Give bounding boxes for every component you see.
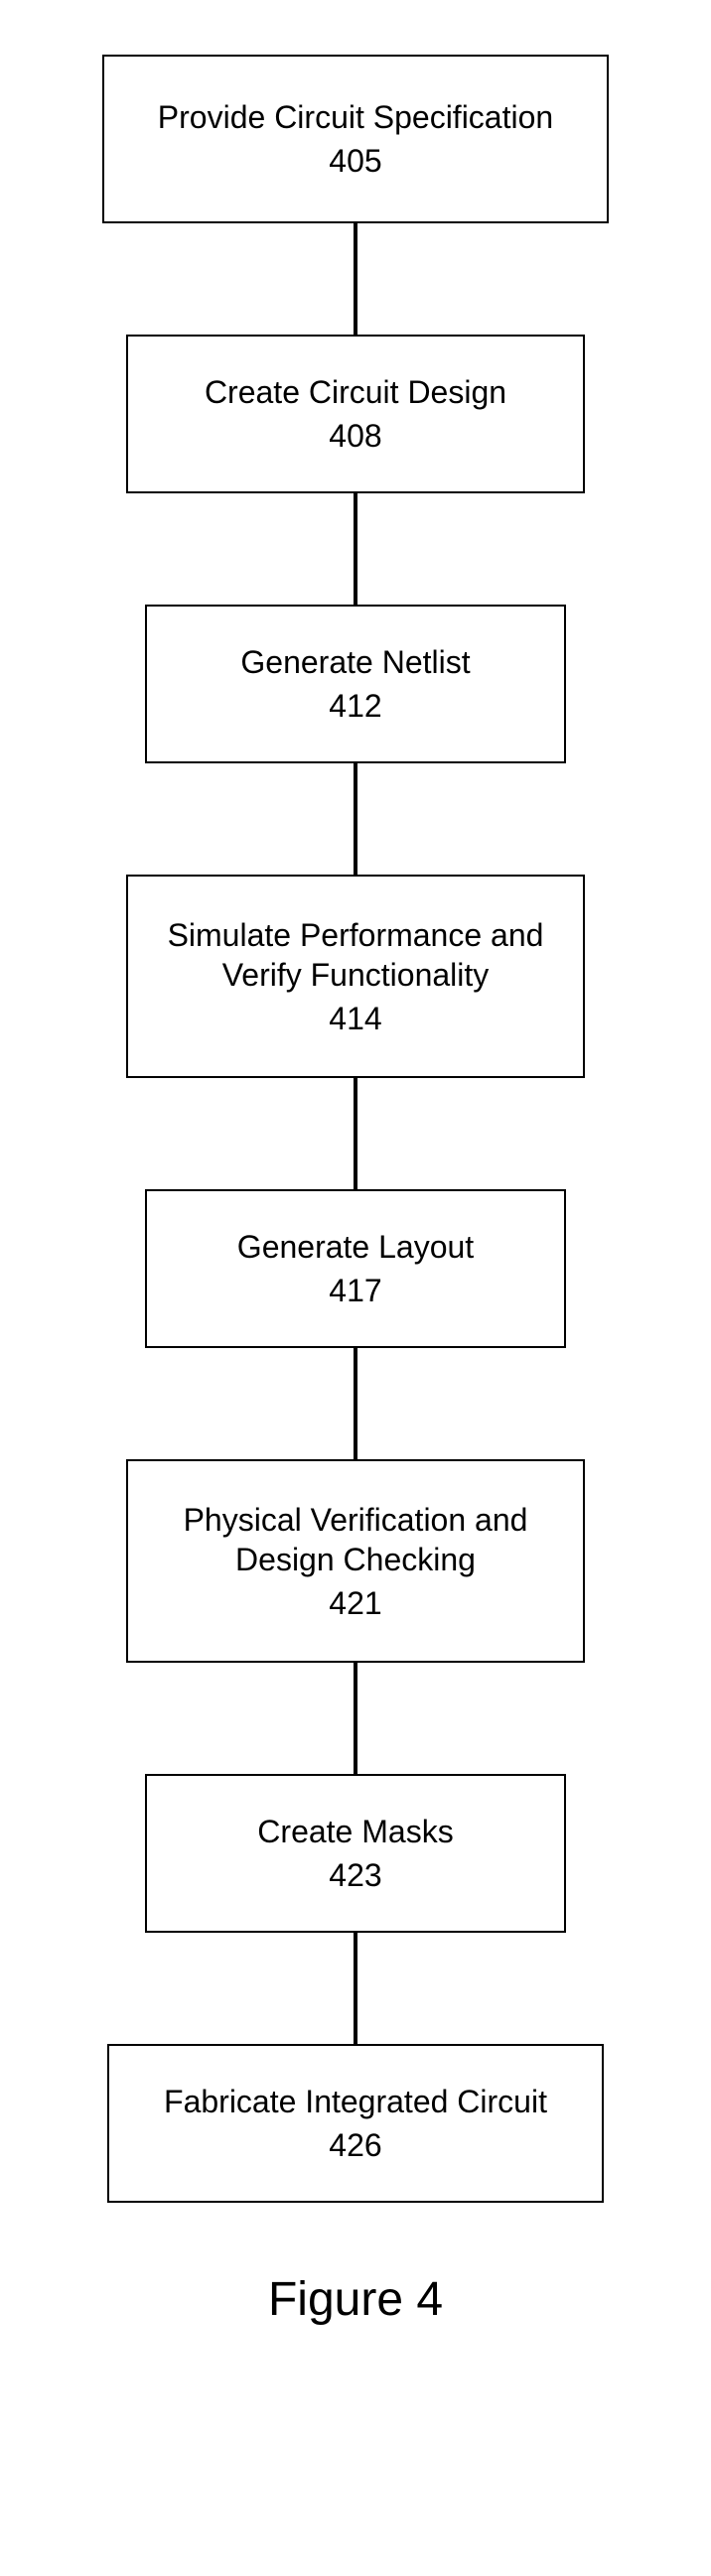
flow-node-408: Create Circuit Design408 xyxy=(126,335,585,493)
flow-node-number: 417 xyxy=(329,1271,381,1310)
flow-connector xyxy=(354,493,357,605)
flow-node-label: Simulate Performance and Verify Function… xyxy=(168,915,544,995)
flow-node-number: 421 xyxy=(329,1583,381,1623)
flow-node-label: Create Circuit Design xyxy=(205,372,506,412)
flow-node-label: Create Masks xyxy=(257,1812,453,1851)
flow-node-405: Provide Circuit Specification405 xyxy=(102,55,609,223)
flow-node-label: Generate Layout xyxy=(237,1227,474,1267)
flow-node-label: Physical Verification and Design Checkin… xyxy=(184,1500,528,1579)
flow-node-number: 405 xyxy=(329,141,381,181)
page: Provide Circuit Specification405 Create C… xyxy=(0,0,711,2367)
flow-node-label: Fabricate Integrated Circuit xyxy=(164,2082,547,2121)
flow-connector xyxy=(354,1933,357,2044)
flow-node-number: 423 xyxy=(329,1855,381,1895)
flow-node-label: Generate Netlist xyxy=(240,642,470,682)
flow-node-421: Physical Verification and Design Checkin… xyxy=(126,1459,585,1663)
flow-node-417: Generate Layout 417 xyxy=(145,1189,566,1348)
flow-node-423: Create Masks 423 xyxy=(145,1774,566,1933)
flow-node-label: Provide Circuit Specification xyxy=(158,97,553,137)
flow-node-number: 412 xyxy=(329,686,381,726)
flow-node-426: Fabricate Integrated Circuit 426 xyxy=(107,2044,604,2203)
flow-node-number: 426 xyxy=(329,2125,381,2165)
flow-node-414: Simulate Performance and Verify Function… xyxy=(126,875,585,1078)
flow-node-number: 414 xyxy=(329,999,381,1038)
figure-caption: Figure 4 xyxy=(0,2272,711,2327)
flow-node-number: 408 xyxy=(329,416,381,456)
flow-connector xyxy=(354,1663,357,1774)
flow-connector xyxy=(354,1078,357,1189)
flow-connector xyxy=(354,1348,357,1459)
flow-connector xyxy=(354,223,357,335)
flow-node-412: Generate Netlist412 xyxy=(145,605,566,763)
flow-connector xyxy=(354,763,357,875)
flowchart: Provide Circuit Specification405 Create C… xyxy=(0,55,711,2203)
